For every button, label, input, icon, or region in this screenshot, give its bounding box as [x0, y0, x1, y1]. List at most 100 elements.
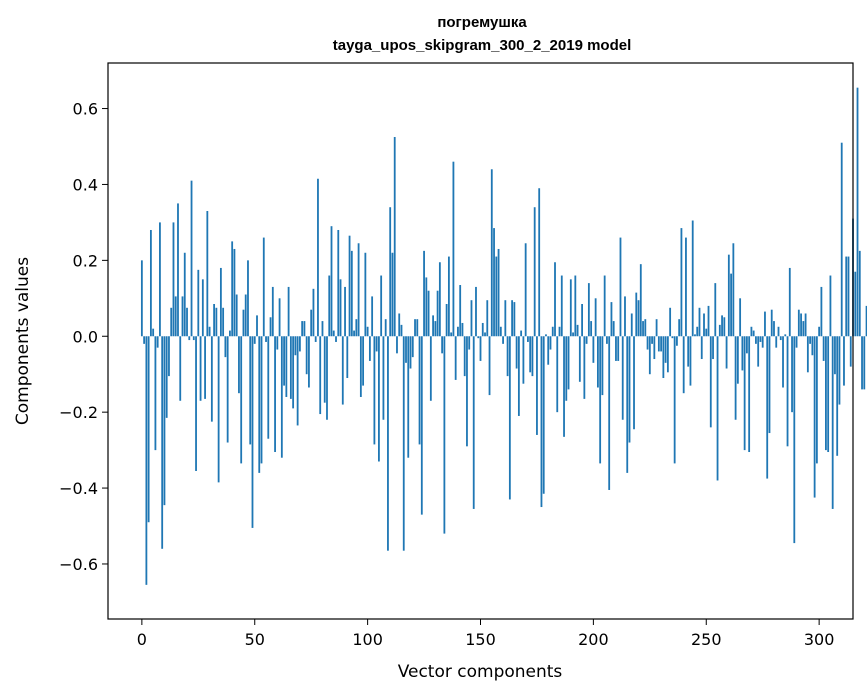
bar-34 [217, 336, 220, 483]
bar-230 [660, 336, 663, 352]
bar-169 [522, 336, 525, 384]
bar-66 [289, 336, 292, 399]
bar-134 [443, 336, 446, 534]
bar-130 [434, 321, 437, 337]
bar-317 [856, 87, 859, 337]
bar-155 [490, 169, 493, 337]
bar-115 [400, 324, 403, 337]
bar-114 [398, 313, 401, 337]
bar-214 [624, 296, 626, 337]
bar-185 [558, 326, 561, 337]
bar-96 [357, 243, 360, 337]
bar-120 [411, 336, 414, 358]
bar-309 [838, 336, 841, 405]
bar-158 [497, 248, 500, 337]
bar-278 [768, 336, 771, 434]
bar-239 [680, 228, 683, 337]
bar-88 [339, 279, 342, 337]
bar-117 [405, 336, 407, 363]
bar-38 [226, 336, 229, 443]
bar-234 [669, 307, 672, 337]
bar-45 [242, 309, 245, 337]
bar-108 [384, 319, 387, 337]
bar-291 [797, 309, 800, 337]
bar-183 [554, 262, 556, 337]
bar-316 [854, 271, 857, 337]
bar-10 [163, 336, 166, 506]
bar-69 [296, 336, 299, 426]
bar-121 [414, 319, 416, 337]
bar-301 [820, 286, 823, 337]
bar-273 [757, 336, 760, 367]
bar-61 [278, 298, 281, 337]
bar-277 [766, 336, 769, 479]
bar-195 [581, 304, 583, 337]
bar-20 [186, 307, 188, 337]
bar-26 [199, 336, 202, 401]
bar-163 [508, 336, 511, 500]
bar-127 [427, 290, 430, 337]
bar-162 [506, 336, 509, 377]
bar-312 [845, 256, 848, 337]
bar-165 [513, 302, 516, 337]
bar-143 [463, 336, 466, 377]
bar-177 [540, 336, 543, 508]
bar-290 [795, 336, 798, 348]
bar-157 [495, 256, 498, 337]
bar-247 [698, 307, 701, 337]
bar-62 [280, 336, 283, 458]
bar-109 [387, 336, 389, 551]
bar-138 [452, 161, 455, 337]
bar-220 [637, 300, 640, 337]
bar-209 [612, 321, 615, 337]
bar-68 [294, 336, 297, 356]
bar-151 [481, 322, 484, 337]
bar-232 [664, 336, 667, 363]
bar-160 [502, 336, 504, 344]
bar-199 [590, 321, 593, 337]
bar-91 [346, 336, 349, 379]
bar-254 [714, 283, 717, 337]
bar-176 [538, 188, 541, 337]
bar-270 [750, 326, 753, 337]
bar-182 [551, 326, 554, 337]
bar-284 [782, 336, 784, 388]
bar-206 [606, 336, 608, 344]
y-tick-label: 0.2 [73, 251, 98, 270]
bar-35 [219, 267, 222, 337]
bar-40 [231, 241, 234, 337]
x-tick-label: 300 [804, 630, 835, 649]
bar-87 [337, 229, 340, 337]
bar-205 [603, 275, 606, 337]
bar-221 [639, 264, 642, 337]
bar-233 [666, 336, 669, 373]
bar-148 [475, 286, 477, 337]
bar-73 [305, 336, 308, 375]
bar-98 [362, 336, 365, 386]
bar-53 [260, 336, 263, 464]
bar-146 [470, 300, 473, 337]
bar-198 [587, 283, 590, 337]
bar-119 [409, 336, 412, 369]
bar-224 [646, 336, 649, 350]
bar-126 [425, 277, 428, 337]
bar-11 [165, 336, 168, 418]
bar-248 [700, 336, 703, 360]
bar-13 [170, 307, 173, 337]
bar-81 [323, 336, 326, 403]
bar-series [140, 87, 867, 585]
bar-140 [457, 326, 459, 337]
bar-95 [355, 319, 358, 337]
bar-222 [642, 321, 644, 337]
bar-226 [651, 336, 653, 344]
bar-97 [359, 336, 362, 397]
bar-147 [472, 336, 475, 509]
bar-170 [524, 243, 527, 337]
bar-308 [836, 336, 839, 456]
bar-306 [831, 336, 834, 509]
bar-289 [793, 336, 796, 544]
bar-297 [811, 336, 814, 356]
bar-186 [560, 275, 563, 337]
bar-246 [696, 326, 699, 337]
bar-272 [755, 336, 757, 344]
